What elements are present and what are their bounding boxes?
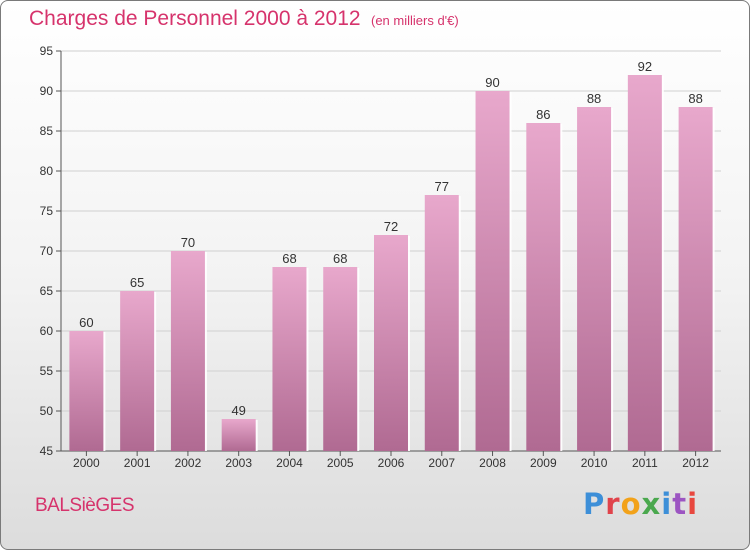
logo-letter: x — [641, 487, 662, 521]
logo-letter: i — [687, 487, 699, 521]
y-tick-label: 80 — [40, 164, 54, 178]
x-tick-label: 2007 — [428, 456, 455, 470]
bar — [272, 267, 307, 451]
x-tick-label: 2003 — [225, 456, 252, 470]
bar — [170, 251, 205, 451]
y-tick-label: 60 — [40, 324, 54, 338]
data-label: 92 — [638, 59, 652, 74]
bar — [678, 107, 713, 451]
bar — [424, 195, 459, 451]
data-label: 68 — [282, 251, 296, 266]
logo-letter: r — [605, 487, 621, 521]
logo-letter: P — [583, 487, 606, 521]
y-tick-label: 50 — [40, 404, 54, 418]
bar — [526, 123, 561, 451]
data-label: 77 — [435, 179, 449, 194]
y-tick-label: 90 — [40, 84, 54, 98]
x-tick-label: 2002 — [175, 456, 202, 470]
bar — [577, 107, 612, 451]
data-label: 65 — [130, 275, 144, 290]
bar — [475, 91, 510, 451]
x-tick-label: 2009 — [530, 456, 557, 470]
y-tick-label: 65 — [40, 284, 54, 298]
x-tick-label: 2005 — [327, 456, 354, 470]
x-tick-label: 2010 — [581, 456, 608, 470]
x-tick-label: 2006 — [378, 456, 405, 470]
chart-title: Charges de Personnel 2000 à 2012 — [29, 7, 361, 30]
x-tick-label: 2011 — [632, 456, 658, 470]
data-label: 49 — [231, 403, 245, 418]
y-tick-label: 70 — [40, 244, 54, 258]
commune-name: BALSièGES — [35, 495, 135, 516]
data-label: 72 — [384, 219, 398, 234]
data-label: 60 — [79, 315, 93, 330]
x-tick-label: 2012 — [682, 456, 709, 470]
data-label: 70 — [181, 235, 195, 250]
data-labels: 60 65 70 49 68 68 72 77 90 86 88 92 88 — [79, 59, 703, 418]
bars — [69, 75, 715, 451]
y-tick-label: 85 — [40, 124, 54, 138]
bar — [221, 419, 256, 451]
data-label: 88 — [688, 91, 702, 106]
chart-subtitle: (en milliers d'€) — [371, 13, 459, 28]
logo-letter: i — [661, 487, 673, 521]
y-tick-label: 95 — [40, 44, 54, 58]
y-tick-label: 75 — [40, 204, 54, 218]
logo-letter: t — [672, 487, 688, 521]
bar — [323, 267, 358, 451]
bar — [69, 331, 104, 451]
bar — [627, 75, 662, 451]
x-tick-label: 2004 — [276, 456, 303, 470]
bar — [120, 291, 155, 451]
y-tick-label: 55 — [40, 364, 54, 378]
logo-letter: o — [620, 487, 642, 521]
data-label: 68 — [333, 251, 347, 266]
x-tick-label: 2001 — [124, 456, 151, 470]
data-label: 90 — [485, 75, 499, 90]
x-tick-label: 2008 — [479, 456, 506, 470]
bar — [374, 235, 408, 451]
proxiti-logo[interactable]: Proxiti — [583, 487, 698, 521]
x-tick-label: 2000 — [73, 456, 100, 470]
data-label: 88 — [587, 91, 601, 106]
y-tick-label: 45 — [40, 444, 54, 458]
data-label: 86 — [536, 107, 550, 122]
